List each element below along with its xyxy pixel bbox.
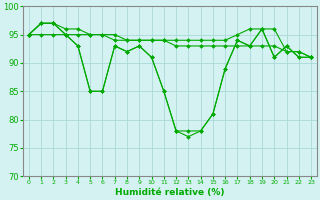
X-axis label: Humidité relative (%): Humidité relative (%) <box>115 188 225 197</box>
